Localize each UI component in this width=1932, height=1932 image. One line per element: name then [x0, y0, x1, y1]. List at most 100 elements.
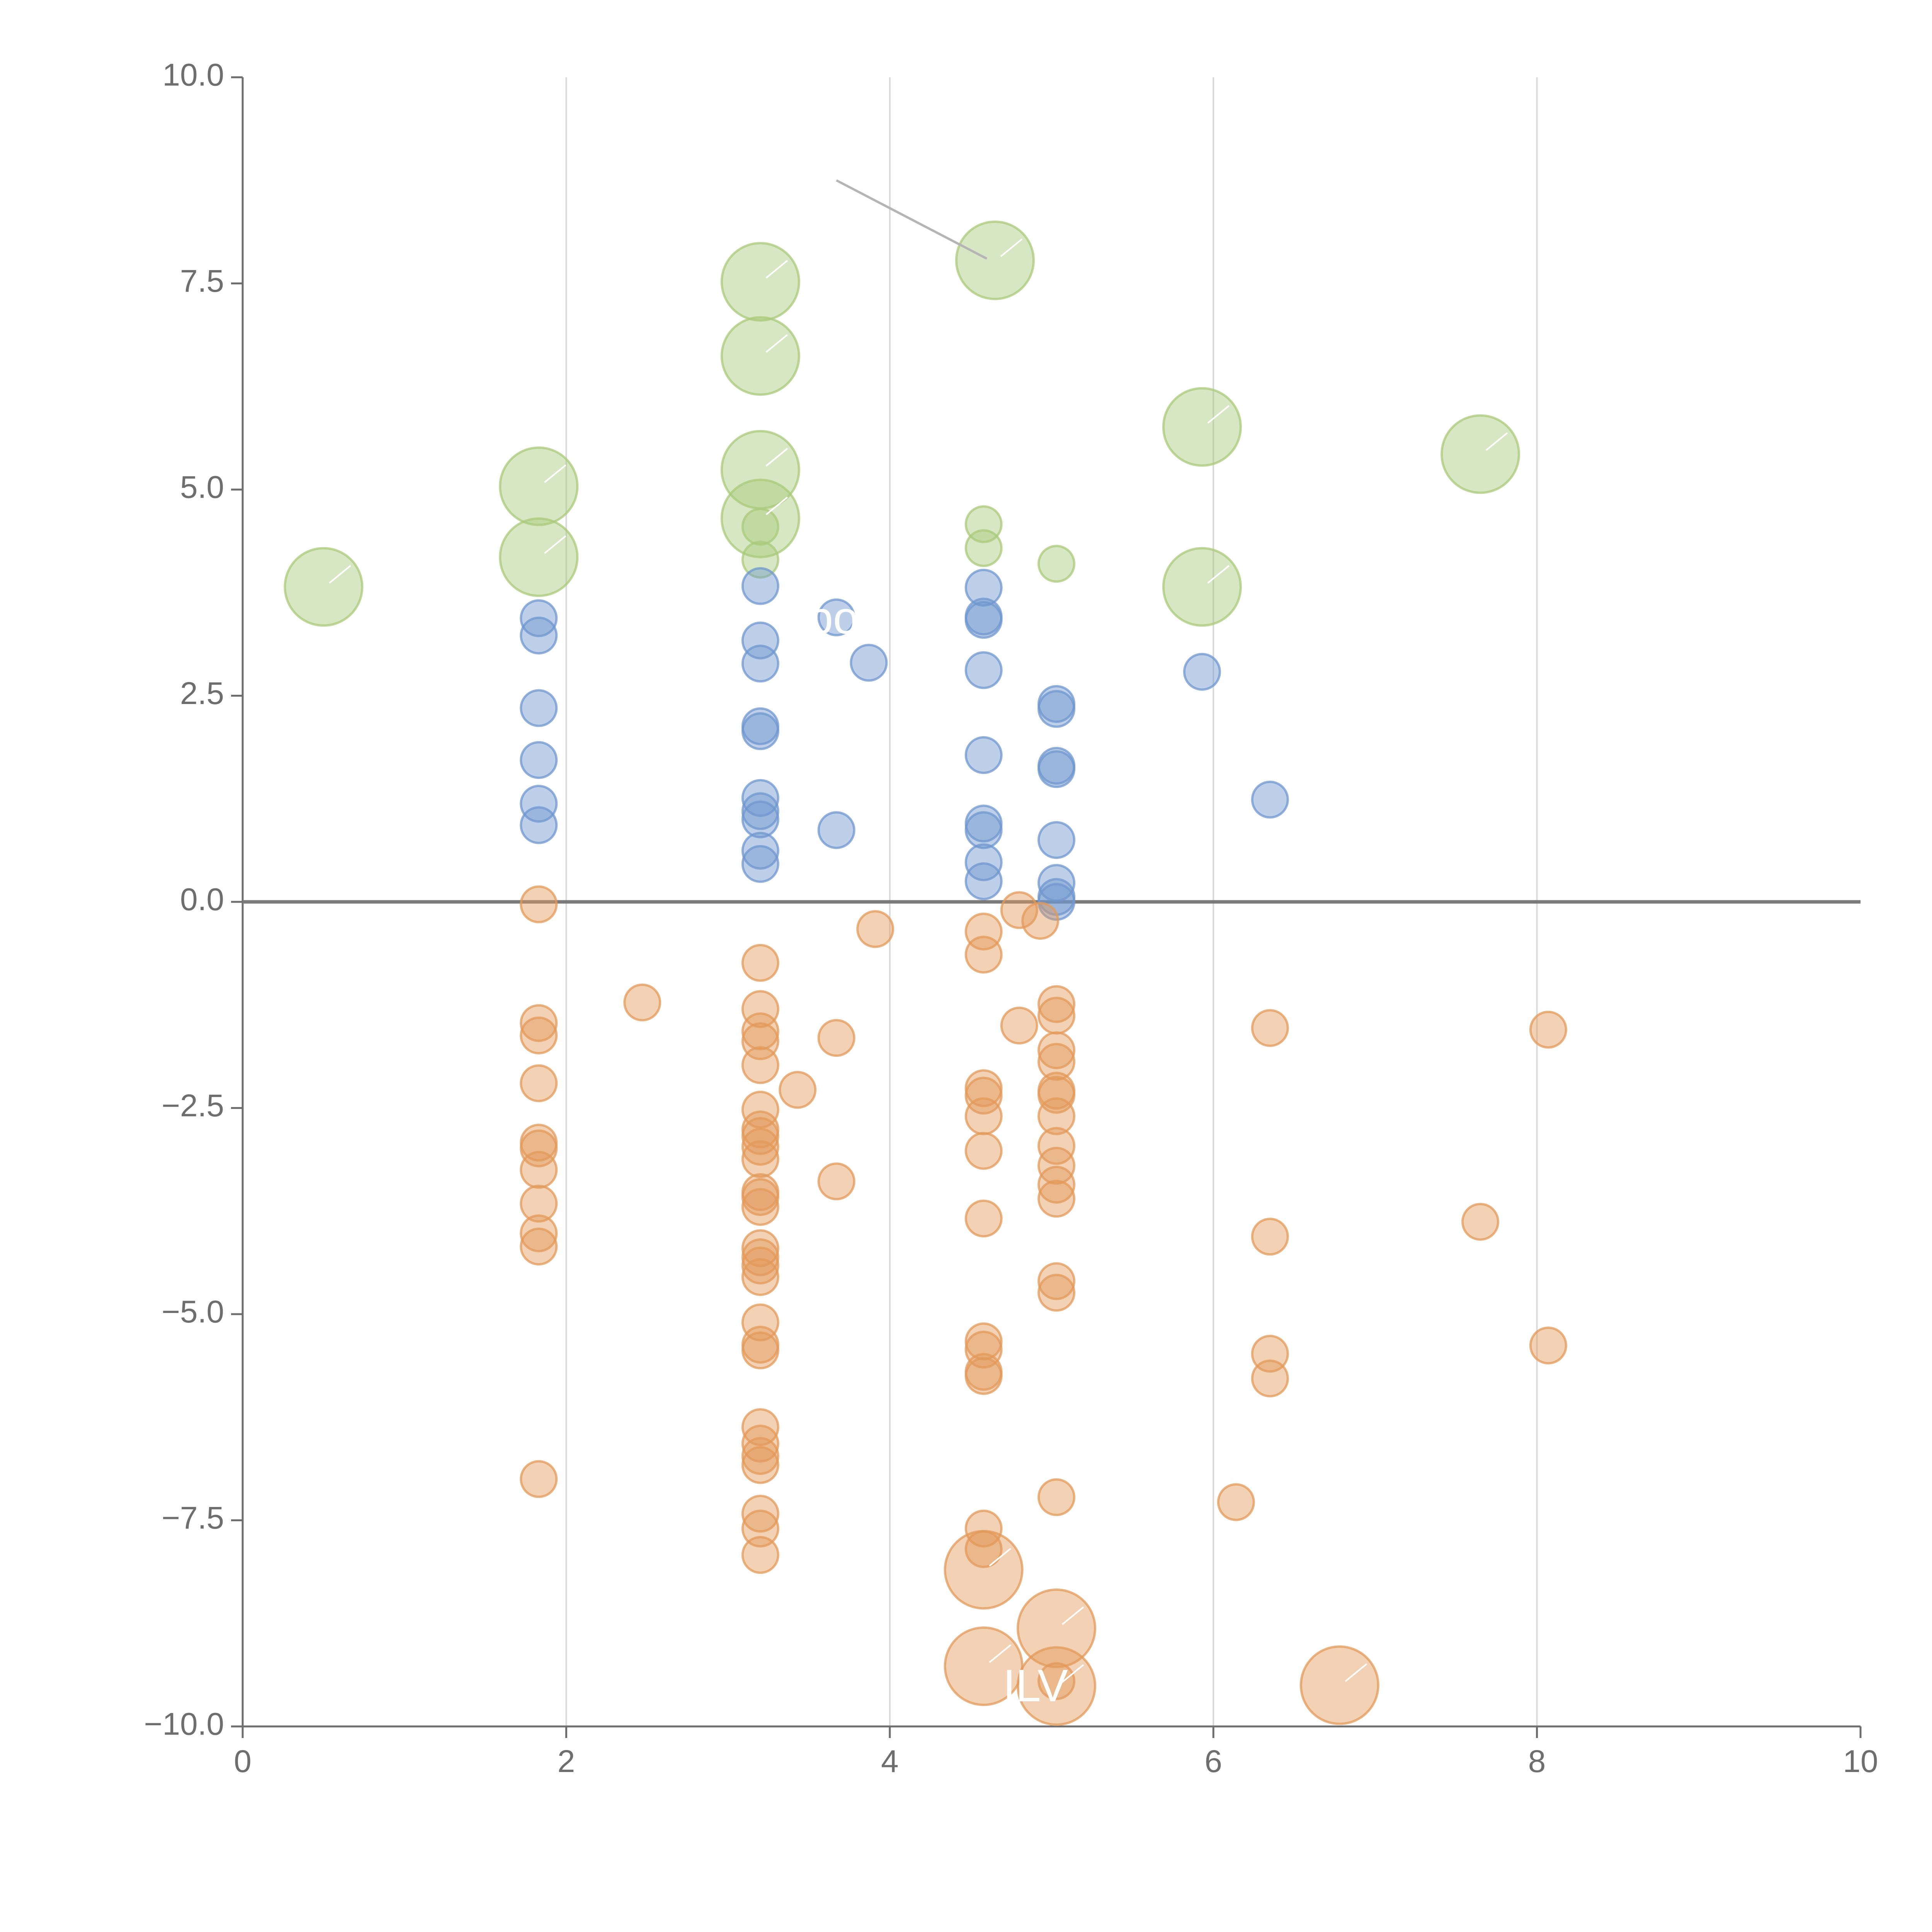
data-point-positive	[964, 811, 1003, 849]
data-point-positive	[817, 811, 855, 849]
data-point-positive	[1037, 690, 1076, 728]
label-leader-stroke	[544, 464, 566, 483]
data-point-negative-large	[1299, 1645, 1379, 1725]
data-point-negative	[741, 990, 779, 1028]
y-tick-label: 0.0	[180, 882, 224, 917]
data-point-negative	[1000, 1007, 1038, 1045]
x-tick-label: 10	[1843, 1744, 1878, 1779]
annotation-label: ILV	[1003, 1660, 1068, 1711]
data-point-negative	[856, 910, 895, 948]
data-point-negative	[964, 1132, 1003, 1170]
data-point-positive	[964, 651, 1003, 689]
data-point-positive	[520, 741, 558, 779]
data-point-positive	[520, 806, 558, 844]
y-tick-label: 7.5	[180, 264, 224, 299]
data-point-high	[720, 316, 800, 396]
label-leader-stroke	[765, 497, 788, 515]
data-point-high	[1162, 387, 1242, 467]
data-point-negative	[1037, 1165, 1076, 1204]
data-point-negative	[623, 983, 662, 1022]
y-tick-label: 2.5	[180, 676, 224, 711]
data-point-high	[499, 446, 579, 526]
x-tick-label: 2	[558, 1744, 575, 1779]
data-point-positive	[1251, 781, 1289, 819]
label-leader-stroke	[1345, 1663, 1367, 1682]
data-point-negative	[1217, 1483, 1255, 1521]
data-point-negative	[817, 1019, 855, 1057]
y-tick-label: 5.0	[180, 470, 224, 505]
data-point-positive	[964, 568, 1003, 607]
x-tick-label: 0	[234, 1744, 252, 1779]
data-point-positive	[1037, 864, 1076, 902]
data-point-negative	[1037, 1180, 1076, 1218]
data-point-negative	[741, 1303, 779, 1342]
data-point-positive	[964, 601, 1003, 639]
data-point-negative	[741, 1012, 779, 1051]
data-point-high	[1162, 547, 1242, 627]
annotation-label: pos	[808, 593, 881, 644]
data-point-negative	[741, 1509, 779, 1548]
data-point-positive	[741, 832, 779, 870]
x-tick-label: 8	[1528, 1744, 1546, 1779]
data-point-negative	[1037, 1478, 1076, 1516]
data-point-positive	[964, 862, 1003, 900]
data-point-negative	[964, 1077, 1003, 1115]
data-point-negative	[1037, 1031, 1076, 1070]
data-point-high-small	[964, 529, 1003, 567]
data-point-positive	[1183, 653, 1221, 691]
data-point-negative	[520, 885, 558, 923]
data-point-positive	[817, 598, 855, 636]
data-point-positive	[964, 736, 1003, 774]
data-point-positive	[964, 843, 1003, 881]
data-point-positive	[1037, 883, 1076, 921]
label-leader-stroke	[765, 260, 788, 279]
data-point-negative	[1251, 1218, 1289, 1256]
data-point-negative	[741, 1046, 779, 1084]
data-point-negative	[1037, 1043, 1076, 1081]
data-point-high	[720, 478, 800, 558]
data-point-negative	[741, 1425, 779, 1463]
data-point-negative	[520, 1064, 558, 1102]
y-tick-label: −7.5	[162, 1500, 224, 1536]
data-point-negative	[741, 1238, 779, 1276]
y-tick-label: −2.5	[162, 1088, 224, 1123]
data-point-negative	[964, 1097, 1003, 1135]
label-leader-stroke	[765, 334, 788, 353]
data-point-negative	[520, 1185, 558, 1223]
y-tick-label: 10.0	[162, 58, 224, 93]
data-point-high	[284, 547, 364, 627]
data-point-negative	[741, 1446, 779, 1484]
data-point-negative	[1037, 1076, 1076, 1114]
label-leader-stroke	[1207, 565, 1230, 584]
label-leader-stroke	[765, 448, 788, 467]
data-point-negative	[741, 1140, 779, 1178]
data-point-negative	[1037, 1127, 1076, 1165]
data-point-negative-large	[1017, 1646, 1097, 1726]
data-point-positive	[741, 800, 779, 838]
data-points	[284, 220, 1567, 1726]
data-point-negative	[1037, 1262, 1076, 1300]
label-leader-stroke	[1061, 1606, 1084, 1625]
label-leader-stroke	[989, 1644, 1011, 1663]
data-point-negative	[520, 1228, 558, 1266]
label-leader-stroke	[329, 565, 351, 584]
data-point-negative	[1037, 1662, 1076, 1700]
data-point-negative	[741, 1495, 779, 1533]
data-point-positive	[850, 644, 888, 682]
data-point-negative	[1529, 1327, 1567, 1365]
data-point-positive	[741, 712, 779, 750]
y-tick-label: −10.0	[144, 1707, 224, 1742]
data-point-negative	[520, 1004, 558, 1042]
data-point-negative	[741, 1178, 779, 1216]
data-point-negative	[964, 1357, 1003, 1395]
data-point-positive	[520, 785, 558, 823]
data-point-negative	[964, 1509, 1003, 1548]
data-point-positive	[741, 792, 779, 830]
data-point-negative	[779, 1071, 817, 1109]
data-point-positive	[520, 689, 558, 727]
data-point-negative	[741, 1437, 779, 1475]
label-leader-stroke	[1485, 432, 1508, 451]
data-point-negative	[741, 1408, 779, 1446]
data-point-high-small	[1037, 545, 1076, 583]
